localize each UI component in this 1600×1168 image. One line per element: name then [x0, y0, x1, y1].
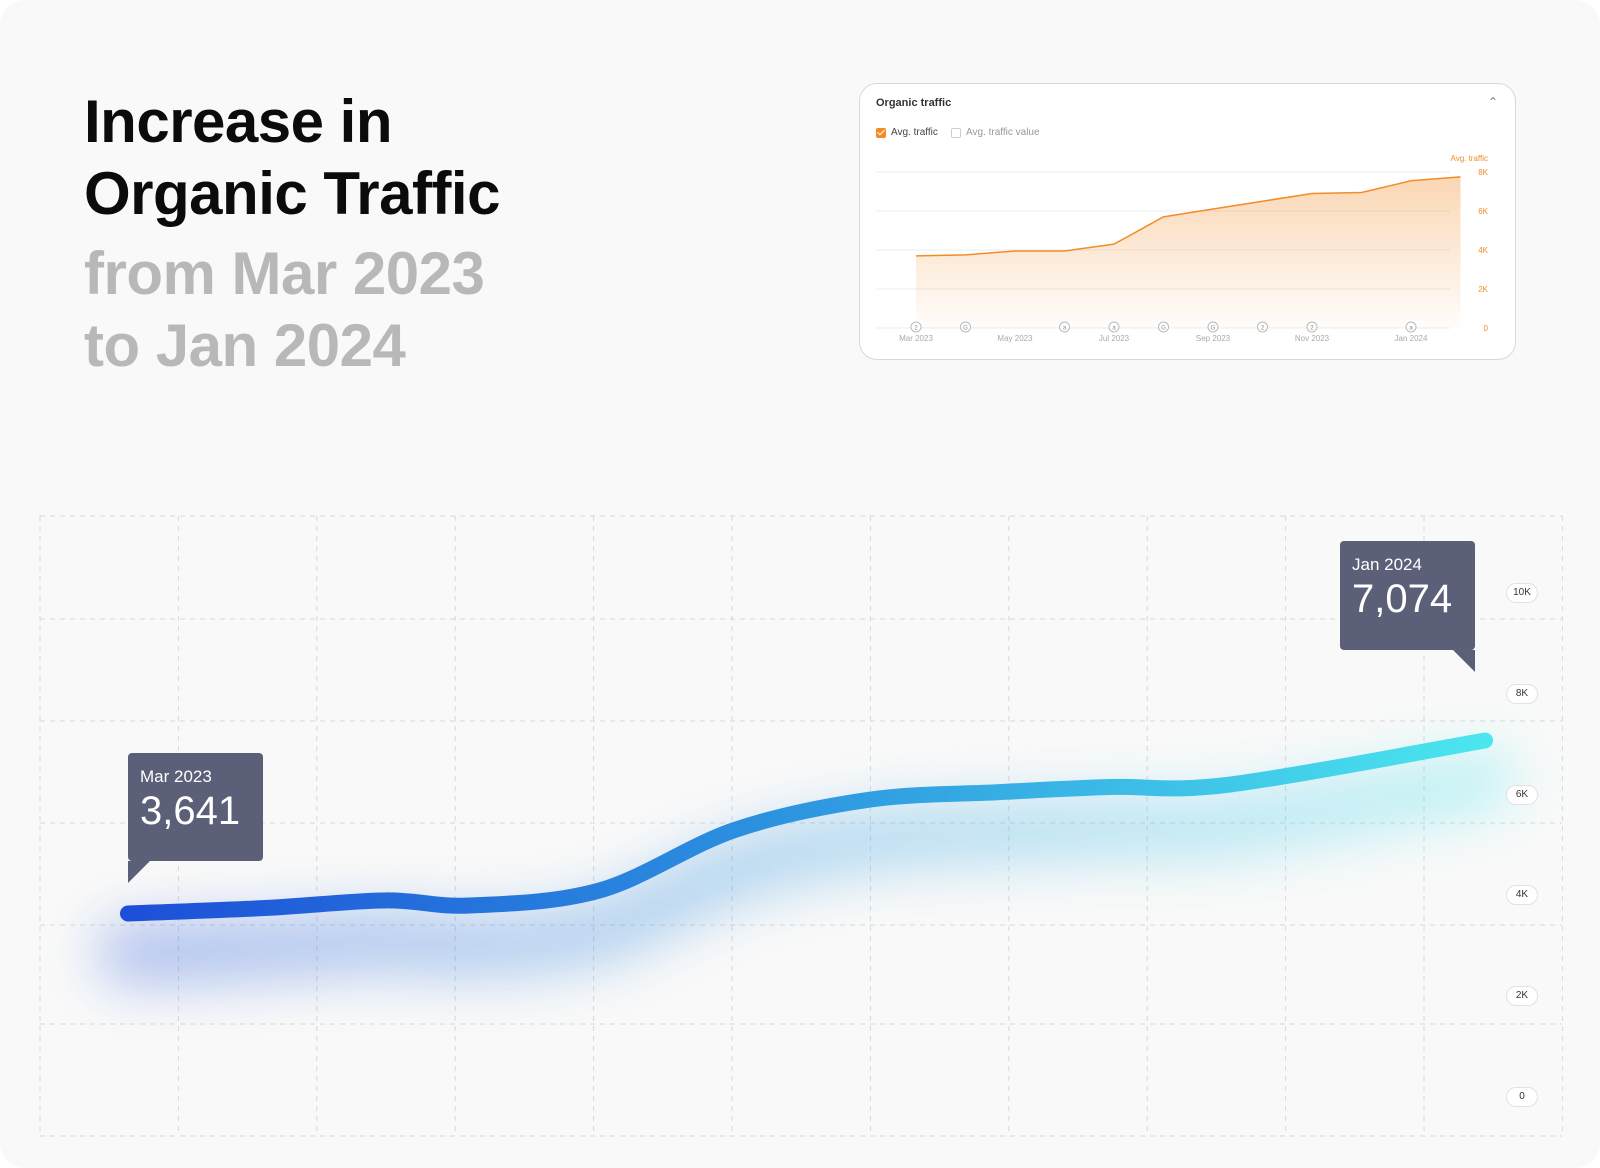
- headline-line-1: Increase in: [84, 88, 393, 155]
- y-tick-label: 2K: [1506, 986, 1538, 1007]
- tooltip-tail: [1453, 650, 1475, 672]
- annotation-marker-label: 2: [1310, 326, 1314, 332]
- annotation-marker-label: a: [1112, 326, 1116, 332]
- mini-y-tick-label: 2K: [1478, 285, 1488, 294]
- legend-avg-traffic-value[interactable]: Avg. traffic value: [951, 127, 1040, 138]
- headline-line-2: Organic Traffic: [84, 160, 500, 227]
- annotation-marker: [1257, 321, 1268, 333]
- tooltip-start: Mar 2023 3,641: [128, 753, 263, 883]
- series-line: [120, 732, 1493, 922]
- legend-avg-traffic[interactable]: Avg. traffic: [876, 127, 938, 138]
- annotation-marker-label: a: [1409, 326, 1413, 332]
- y-tick-label: 6K: [1506, 784, 1538, 805]
- annotation-marker: [1306, 321, 1318, 333]
- headline: Increase in Organic Traffic from Mar 202…: [84, 86, 500, 382]
- mini-y-tick-label: 0: [1484, 324, 1489, 333]
- y-tick-label: 8K: [1506, 683, 1538, 704]
- annotation-marker-label: a: [1063, 326, 1067, 332]
- annotation-marker: [960, 321, 971, 333]
- annotation-marker-label: 2: [914, 326, 918, 332]
- y-tick-label: 4K: [1506, 885, 1538, 906]
- annotation-marker: [1405, 321, 1417, 333]
- annotation-marker: [1108, 321, 1120, 333]
- checkbox-unchecked-icon[interactable]: [951, 127, 961, 138]
- checkbox-checked-icon[interactable]: [876, 127, 886, 138]
- mini-y-tick-label: 4K: [1478, 246, 1488, 255]
- series-glow-path: [98, 750, 1515, 984]
- chevron-up-icon[interactable]: ⌃: [1487, 95, 1499, 109]
- mini-area-fill: [916, 176, 1461, 328]
- tooltip-start-label: Mar 2023: [140, 767, 212, 786]
- mini-series-line: [915, 176, 1461, 257]
- legend-label-avg-traffic-value: Avg. traffic value: [966, 127, 1040, 138]
- mini-y-tick-label: 6K: [1478, 207, 1488, 216]
- mini-x-tick-label: Nov 2023: [1295, 334, 1330, 343]
- y-tick-label: 10K: [1506, 583, 1538, 603]
- annotation-marker-label: 2: [1261, 326, 1265, 332]
- headline-line-3: from Mar 2023: [84, 240, 485, 307]
- tooltip-end-label: Jan 2024: [1352, 555, 1422, 574]
- mini-x-tick-label: May 2023: [997, 334, 1033, 343]
- series-glow: [98, 750, 1515, 984]
- tooltip-start-value: 3,641: [140, 789, 241, 833]
- mini-y-axis-label: Avg. traffic: [1451, 154, 1489, 163]
- legend-label-avg-traffic: Avg. traffic: [891, 127, 938, 138]
- annotation-marker-label: G: [963, 326, 968, 332]
- y-tick-label: 0: [1506, 1087, 1538, 1107]
- mini-x-tick-label: Mar 2023: [899, 334, 933, 343]
- mini-x-tick-label: Sep 2023: [1196, 334, 1231, 343]
- headline-line-4: to Jan 2024: [84, 312, 406, 379]
- card-title: Organic traffic: [876, 97, 952, 109]
- mini-y-tick-label: 8K: [1478, 168, 1488, 177]
- mini-x-tick-label: Jan 2024: [1395, 334, 1428, 343]
- tooltip-tail: [128, 861, 150, 883]
- annotation-marker: [1158, 321, 1169, 333]
- annotation-marker-label: G: [1161, 326, 1166, 332]
- annotation-marker: [1059, 321, 1070, 333]
- annotation-marker: [1207, 321, 1219, 333]
- tooltip-end: Jan 2024 7,074: [1340, 541, 1475, 672]
- tooltip-end-value: 7,074: [1352, 577, 1453, 621]
- annotation-marker: [910, 321, 922, 333]
- mini-x-tick-label: Jul 2023: [1099, 334, 1130, 343]
- annotation-marker-label: G: [1211, 326, 1216, 332]
